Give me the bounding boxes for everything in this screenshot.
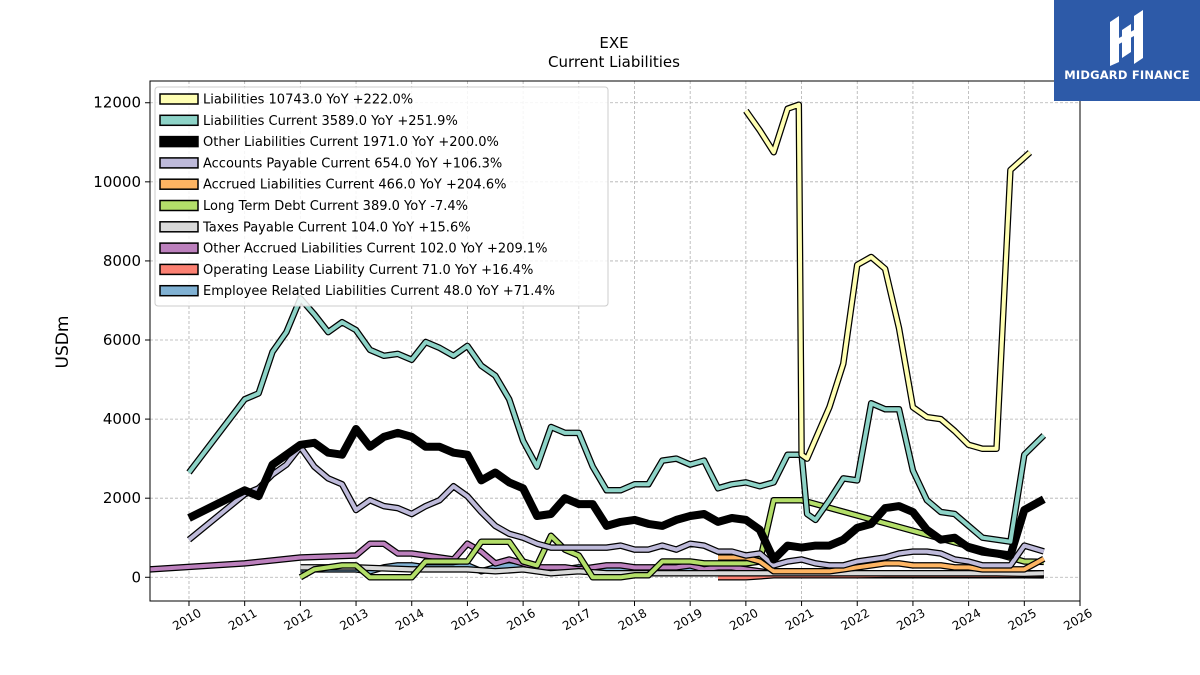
- x-tick-label: 2016: [504, 606, 537, 633]
- series-line: [187, 296, 1046, 544]
- x-tick-label: 2025: [1006, 606, 1039, 633]
- series-line-outline: [186, 295, 1047, 545]
- legend-swatch: [159, 199, 199, 212]
- x-tick-label: 2013: [337, 606, 370, 633]
- y-axis-label: USDm: [53, 316, 73, 369]
- legend-swatch: [159, 93, 199, 105]
- x-tick-label: 2023: [894, 606, 927, 633]
- legend-label: Other Accrued Liabilities Current 102.0 …: [203, 242, 548, 257]
- y-tick-label: 12000: [93, 94, 141, 112]
- legend-label: Long Term Debt Current 389.0 YoY -7.4%: [203, 199, 468, 214]
- series-group: [743, 101, 1033, 462]
- series-line: [744, 102, 1032, 461]
- legend-swatch: [159, 135, 199, 148]
- x-tick-label: 2017: [560, 606, 593, 633]
- brand-logo: MIDGARD FINANCE: [1054, 0, 1200, 101]
- series-group: [300, 564, 1044, 577]
- legend-swatch: [159, 178, 199, 190]
- legend-label: Taxes Payable Current 104.0 YoY +15.6%: [202, 220, 471, 235]
- chart-subtitle: Current Liabilities: [548, 53, 680, 71]
- series-line: [718, 555, 1045, 574]
- y-tick-label: 0: [131, 568, 141, 586]
- x-tick-label: 2021: [783, 606, 816, 633]
- logo-mark-icon: [1110, 10, 1143, 66]
- brand-text: MIDGARD FINANCE: [1064, 68, 1190, 82]
- x-tick-label: 2026: [1061, 606, 1094, 633]
- x-tick-label: 2014: [393, 606, 426, 633]
- legend-label: Operating Lease Liability Current 71.0 Y…: [203, 263, 533, 278]
- x-tick-label: 2012: [282, 606, 315, 633]
- series-line: [187, 425, 1046, 564]
- legend-swatch: [159, 114, 199, 127]
- series-group: [186, 295, 1047, 545]
- legend-label: Accounts Payable Current 654.0 YoY +106.…: [203, 156, 502, 171]
- legend: Liabilities 10743.0 YoY +222.0% Liabiliti…: [154, 86, 609, 307]
- chart-title: EXE: [599, 34, 628, 52]
- y-tick-label: 6000: [103, 331, 141, 349]
- legend-label: Liabilities 10743.0 YoY +222.0%: [203, 93, 413, 108]
- y-tick-label: 2000: [103, 489, 141, 507]
- series-group: [187, 425, 1046, 564]
- plot-frame: [149, 80, 1081, 602]
- legend-swatch: [159, 284, 199, 297]
- x-tick-label: 2019: [671, 606, 704, 633]
- y-tick-label: 10000: [93, 173, 141, 191]
- series-line: [300, 565, 1044, 576]
- x-tick-label: 2011: [226, 606, 259, 633]
- series-group: [718, 554, 1046, 575]
- x-tick-label: 2020: [727, 606, 760, 633]
- series-lines: [150, 101, 1047, 581]
- legend-swatch: [159, 157, 199, 169]
- legend-label: Other Liabilities Current 1971.0 YoY +20…: [203, 135, 499, 150]
- series-line: [187, 444, 1045, 568]
- x-tick-label: 2010: [170, 606, 203, 633]
- legend-box: [154, 86, 609, 307]
- legend-swatch: [159, 221, 199, 233]
- x-tick-label: 2022: [839, 606, 872, 633]
- y-tick-label: 4000: [103, 410, 141, 428]
- legend-swatch: [159, 263, 199, 276]
- x-tick-label: 2024: [950, 606, 983, 633]
- x-tick-label: 2018: [616, 606, 649, 633]
- legend-swatch: [159, 242, 199, 254]
- y-tick-label: 8000: [103, 252, 141, 270]
- legend-label: Liabilities Current 3589.0 YoY +251.9%: [203, 114, 458, 129]
- x-tick-label: 2015: [449, 606, 482, 633]
- legend-label: Employee Related Liabilities Current 48.…: [203, 284, 555, 299]
- series-group: [186, 443, 1045, 569]
- legend-label: Accrued Liabilities Current 466.0 YoY +2…: [203, 178, 506, 193]
